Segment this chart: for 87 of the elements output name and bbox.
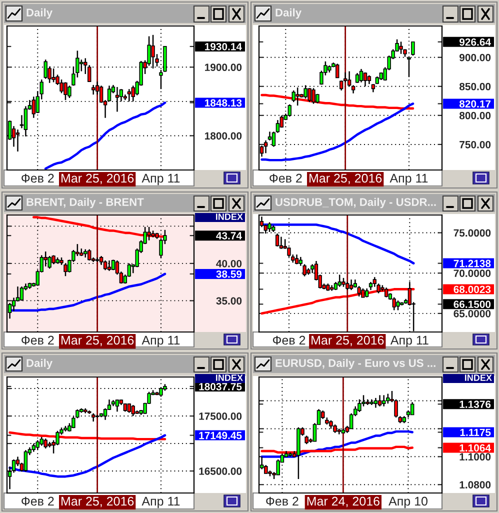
- candlestick: [76, 243, 80, 257]
- x-tick-label: Mar 25, 2016: [310, 174, 382, 184]
- line-series: [260, 288, 415, 315]
- x-tick-label: Фев 2: [22, 336, 54, 345]
- candlestick: [382, 394, 386, 407]
- y-tick-label: 1800.00: [205, 132, 242, 140]
- y-tick-label: 1.1000: [460, 453, 491, 461]
- y-tick-label: 16500.00: [199, 468, 242, 475]
- candlestick: [115, 398, 120, 412]
- y-tick-label: 38.59: [216, 270, 242, 278]
- candlestick: [288, 104, 292, 118]
- candlestick: [336, 63, 340, 78]
- line-series: [8, 272, 166, 312]
- x-tick-label: Фев 2: [22, 174, 54, 183]
- y-tick-label: 75.0000: [454, 229, 491, 237]
- y-tick-label: 750.00: [460, 140, 491, 148]
- x-tick-label: Mar 24, 2016: [307, 496, 380, 508]
- candlestick: [24, 449, 28, 472]
- y-tick-label: 17149.45: [199, 432, 242, 440]
- line-series: [260, 102, 414, 162]
- x-tick-label: Фев 2: [266, 496, 298, 506]
- chart-title: USDRUB_TOM, Daily - USDR...: [276, 198, 436, 208]
- y-tick-label: 1.0800: [460, 481, 491, 488]
- candlestick: [359, 68, 364, 83]
- x-tick-label: Апр 10: [388, 496, 428, 508]
- y-tick-label: 900.00: [460, 54, 491, 62]
- candlestick: [355, 72, 360, 84]
- chart-title: EURUSD, Daily - Euro vs US ...: [276, 358, 436, 370]
- y-tick-label: 800.00: [459, 112, 491, 120]
- y-tick-label: 18037.75: [199, 382, 242, 390]
- candlestick: [68, 85, 72, 99]
- y-tick-label: 1848.13: [205, 99, 242, 107]
- line-series: [8, 431, 166, 440]
- candlestick: [279, 236, 284, 250]
- line-series: [8, 434, 166, 478]
- x-tick-label: Mar 25, 2016: [62, 336, 134, 346]
- x-tick-label: Фев 2: [22, 496, 54, 506]
- y-tick-label: 1.1175: [460, 428, 491, 436]
- text: INDEX: [216, 214, 243, 220]
- y-tick-label: 65.0000: [454, 310, 491, 318]
- y-tick-label: 1.1376: [460, 400, 491, 408]
- y-tick-label: 1900.00: [205, 64, 242, 72]
- y-tick-label: 68.0023: [454, 286, 491, 294]
- y-tick-label: 40.00: [216, 260, 242, 268]
- candlestick: [396, 300, 400, 311]
- y-tick-label: 71.2138: [454, 260, 491, 268]
- chart-title: Daily: [26, 8, 52, 19]
- y-tick-label: 17500.00: [199, 412, 242, 420]
- x-tick-label: Mar 25, 2016: [62, 496, 134, 508]
- y-tick-label: 1.1064: [460, 444, 491, 452]
- chart-title: Daily: [26, 358, 52, 370]
- chart-title: BRENT, Daily - BRENT: [26, 198, 144, 208]
- candlestick: [349, 278, 354, 291]
- y-tick-label: 70.0000: [454, 270, 491, 277]
- line-series: [260, 430, 414, 458]
- candlestick: [410, 402, 414, 416]
- text: INDEX: [216, 374, 243, 381]
- candlestick: [386, 393, 390, 404]
- y-tick-label: 1930.14: [205, 42, 242, 50]
- y-tick-label: 66.1500: [454, 300, 491, 308]
- x-tick-label: Mar 25, 2016: [62, 174, 134, 184]
- candlestick: [80, 58, 84, 72]
- x-tick-label: Апр 11: [142, 336, 180, 348]
- candlestick: [392, 296, 396, 311]
- y-tick-label: 850.00: [459, 82, 491, 90]
- y-tick-label: 35.00: [216, 297, 242, 305]
- x-tick-label: Фев 2: [272, 336, 306, 345]
- candlestick: [275, 232, 280, 248]
- line-series: [44, 102, 166, 170]
- x-tick-label: Фев 2: [270, 174, 302, 183]
- x-tick-label: Апр 11: [390, 174, 428, 186]
- candlestick: [268, 222, 272, 233]
- candlestick: [60, 78, 64, 94]
- candlestick: [378, 394, 382, 407]
- x-tick-label: Апр 11: [142, 174, 180, 186]
- candlestick: [338, 274, 342, 288]
- x-tick-label: Mar 25, 2016: [312, 336, 384, 346]
- y-tick-label: 820.17: [459, 100, 491, 108]
- candlestick: [88, 248, 92, 262]
- x-tick-label: Апр 11: [142, 496, 180, 508]
- x-tick-label: Апр 11: [390, 336, 428, 348]
- candlestick: [292, 90, 296, 103]
- candlestick: [399, 41, 403, 54]
- y-tick-label: 43.74: [216, 232, 242, 240]
- chart-title: Daily: [276, 8, 302, 19]
- y-tick-label: 926.64: [460, 38, 491, 46]
- text: INDEX: [465, 374, 492, 381]
